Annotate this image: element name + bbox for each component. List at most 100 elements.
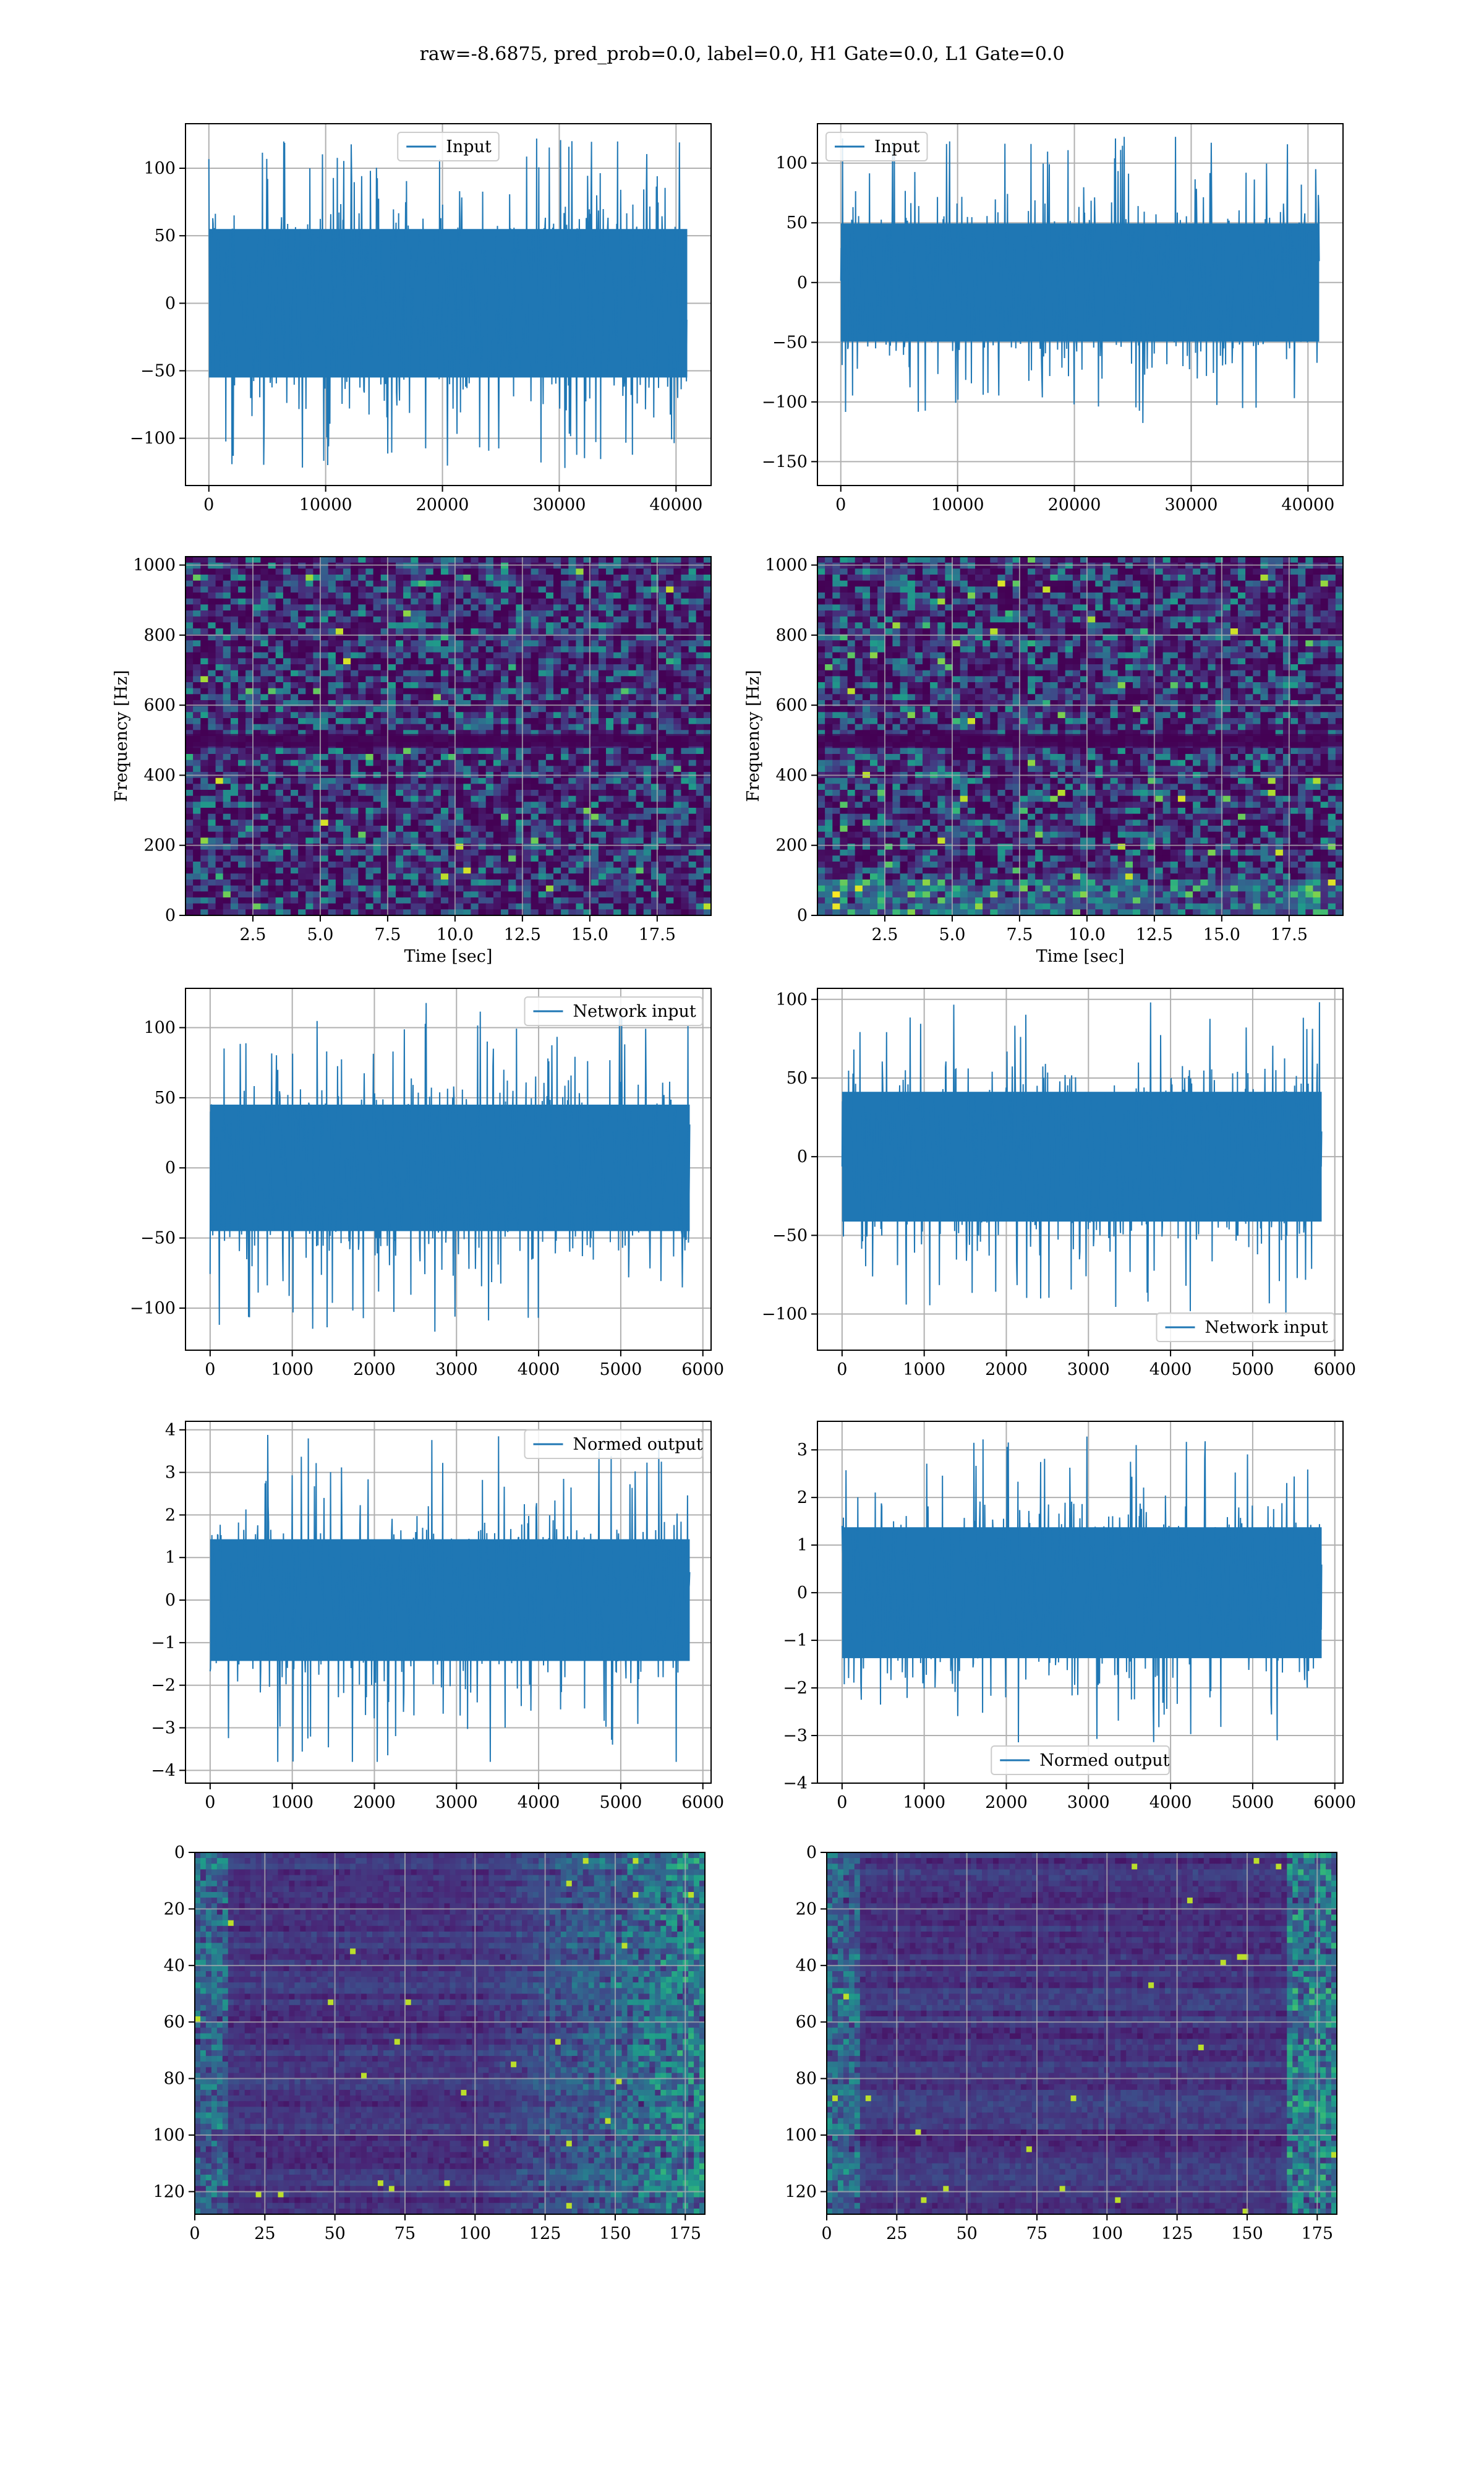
legend-label: Normed output [1039, 1751, 1169, 1770]
series-line [210, 1003, 690, 1332]
y-tick-label: 50 [787, 1069, 808, 1088]
x-tick-label: 4000 [1149, 1360, 1192, 1379]
x-tick-label: 10000 [299, 495, 352, 515]
x-tick-label: 15.0 [1203, 925, 1240, 944]
y-tick-label: 120 [785, 2182, 817, 2201]
y-tick-label: −4 [783, 1774, 808, 1793]
y-tick-label: 0 [165, 1591, 176, 1610]
y-tick-label: 50 [787, 213, 808, 233]
y-tick-label: 1 [165, 1548, 176, 1567]
x-tick-label: 5.0 [939, 925, 965, 944]
x-tick-label: 125 [1161, 2224, 1193, 2243]
x-tick-label: 150 [1231, 2224, 1263, 2243]
y-tick-label: −100 [762, 393, 808, 412]
y-tick-label: 800 [143, 626, 176, 645]
x-tick-label: 0 [837, 1360, 847, 1379]
x-tick-label: 6000 [1313, 1793, 1356, 1812]
x-tick-label: 3000 [1067, 1793, 1110, 1812]
legend-label: Input [446, 137, 492, 156]
x-tick-label: 1000 [903, 1360, 945, 1379]
subplot-norm-l1: 0 1000 2000 3000 4000 5000 6000−4−3−2−10123Nor… [783, 1421, 1356, 1812]
x-tick-label: 5.0 [307, 925, 333, 944]
x-tick-label: 5000 [600, 1793, 642, 1812]
y-tick-label: −150 [762, 452, 808, 471]
legend: Normed output [525, 1430, 703, 1458]
x-axis-label: Time [sec] [404, 947, 493, 966]
y-tick-label: 1000 [765, 556, 808, 575]
x-tick-label: 30000 [1164, 495, 1217, 515]
y-tick-label: −2 [783, 1679, 808, 1698]
x-tick-label: 175 [1301, 2224, 1333, 2243]
y-tick-label: 100 [775, 990, 808, 1009]
x-tick-label: 0 [821, 2224, 832, 2243]
y-axis-label: Frequency [Hz] [744, 670, 763, 802]
y-tick-label: 0 [797, 1147, 808, 1166]
y-tick-label: 100 [143, 1018, 176, 1037]
x-tick-label: 3000 [435, 1793, 478, 1812]
legend-label: Network input [573, 1002, 696, 1021]
y-tick-label: 0 [165, 906, 176, 925]
x-tick-label: 150 [599, 2224, 631, 2243]
x-tick-label: 1000 [271, 1793, 313, 1812]
x-tick-label: 0 [837, 1793, 847, 1812]
y-tick-label: 100 [153, 2126, 185, 2145]
x-tick-label: 2.5 [871, 925, 898, 944]
y-tick-label: 200 [775, 836, 808, 855]
feature-cells [195, 1852, 706, 2215]
legend: Network input [525, 997, 703, 1025]
x-tick-label: 50 [956, 2224, 977, 2243]
subplot-norm-h1: 0 1000 2000 3000 4000 5000 6000−4−3−2−101234No… [151, 1421, 724, 1812]
y-axis-label: Frequency [Hz] [112, 670, 131, 802]
y-tick-label: 0 [806, 1843, 817, 1862]
y-tick-label: 50 [155, 226, 176, 246]
x-tick-label: 2000 [353, 1360, 396, 1379]
y-tick-label: 400 [143, 766, 176, 785]
y-tick-label: −1 [151, 1633, 176, 1653]
y-tick-label: 120 [153, 2182, 185, 2201]
y-tick-label: 1 [797, 1536, 808, 1555]
x-tick-label: 2.5 [239, 925, 266, 944]
x-tick-label: 0 [835, 495, 846, 515]
x-tick-label: 17.5 [1271, 925, 1308, 944]
x-tick-label: 100 [1091, 2224, 1124, 2243]
y-tick-label: 3 [165, 1463, 176, 1483]
x-tick-label: 20000 [416, 495, 469, 515]
y-tick-label: −3 [151, 1719, 176, 1738]
y-tick-label: −1 [783, 1631, 808, 1650]
x-tick-label: 6000 [681, 1793, 724, 1812]
x-tick-label: 4000 [518, 1360, 560, 1379]
x-tick-label: 1000 [903, 1793, 945, 1812]
x-tick-label: 6000 [681, 1360, 724, 1379]
series-line [841, 137, 1320, 423]
x-tick-label: 2000 [353, 1793, 396, 1812]
legend: Input [398, 132, 499, 161]
y-tick-label: 100 [785, 2126, 817, 2145]
y-tick-label: 0 [797, 1583, 808, 1603]
y-tick-label: −50 [140, 1229, 176, 1248]
y-tick-label: 1000 [133, 556, 176, 575]
x-tick-label: 10000 [931, 495, 984, 515]
y-tick-label: 2 [797, 1488, 808, 1507]
y-tick-label: 80 [164, 2070, 185, 2089]
x-tick-label: 17.5 [639, 925, 676, 944]
x-tick-label: 12.5 [1136, 925, 1173, 944]
y-tick-label: −100 [130, 429, 176, 448]
x-tick-label: 5000 [1232, 1793, 1274, 1812]
legend: Normed output [991, 1746, 1169, 1774]
legend: Input [826, 132, 927, 161]
y-tick-label: 40 [164, 1956, 185, 1975]
y-tick-label: −50 [772, 1226, 808, 1245]
x-tick-label: 3000 [1067, 1360, 1110, 1379]
y-tick-label: −100 [762, 1305, 808, 1324]
subplot-net-h1: 0 1000 2000 3000 4000 5000 6000−100−50050100Ne… [130, 988, 724, 1379]
x-tick-label: 0 [205, 1793, 215, 1812]
feature-cells [827, 1852, 1337, 2215]
y-tick-label: 60 [164, 2013, 185, 2032]
y-tick-label: −4 [151, 1761, 176, 1780]
dark-band [186, 734, 711, 747]
x-tick-label: 3000 [435, 1360, 478, 1379]
y-tick-label: 4 [165, 1421, 176, 1440]
